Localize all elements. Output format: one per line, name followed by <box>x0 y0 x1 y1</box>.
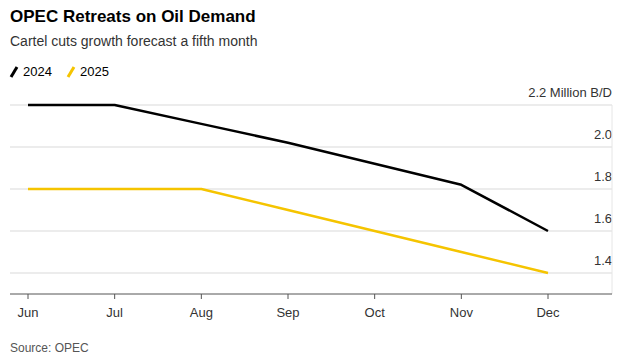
x-tick <box>201 294 202 299</box>
grid-line <box>10 231 612 232</box>
x-tick <box>288 294 289 299</box>
x-tick-label: Oct <box>365 305 386 320</box>
legend-swatch <box>11 67 17 77</box>
x-tick <box>374 294 375 299</box>
x-tick-label: Dec <box>536 305 560 320</box>
y-tick-label: 1.6 <box>594 211 612 226</box>
series-line <box>28 189 548 273</box>
chart-container: OPEC Retreats on Oil Demand Cartel cuts g… <box>0 0 627 358</box>
x-tick <box>461 294 462 299</box>
y-tick-label: 1.8 <box>594 169 612 184</box>
x-axis-line <box>10 294 612 295</box>
subtitle: Cartel cuts growth forecast a fifth mont… <box>10 33 257 49</box>
x-tick-label: Jul <box>106 305 123 320</box>
x-tick <box>548 294 549 299</box>
y-tick-label: 2.0 <box>594 127 612 142</box>
grid-line <box>10 273 612 274</box>
series-line <box>28 105 548 231</box>
title: OPEC Retreats on Oil Demand <box>10 7 256 26</box>
x-tick-label: Aug <box>190 305 213 320</box>
x-tick <box>114 294 115 299</box>
legend-label: 2025 <box>80 64 109 79</box>
y-tick-label: 1.4 <box>594 253 612 268</box>
x-tick <box>28 294 29 299</box>
legend-swatch <box>68 67 74 77</box>
x-tick-label: Nov <box>450 305 474 320</box>
x-tick-label: Jun <box>18 305 39 320</box>
x-tick-label: Sep <box>276 305 299 320</box>
y-tick-label: 2.2 Million B/D <box>528 85 612 100</box>
chart-svg: OPEC Retreats on Oil Demand Cartel cuts g… <box>0 0 627 358</box>
legend-label: 2024 <box>23 64 52 79</box>
y-axis-line <box>612 105 613 294</box>
source: Source: OPEC <box>10 341 89 355</box>
plot-area <box>28 105 548 273</box>
